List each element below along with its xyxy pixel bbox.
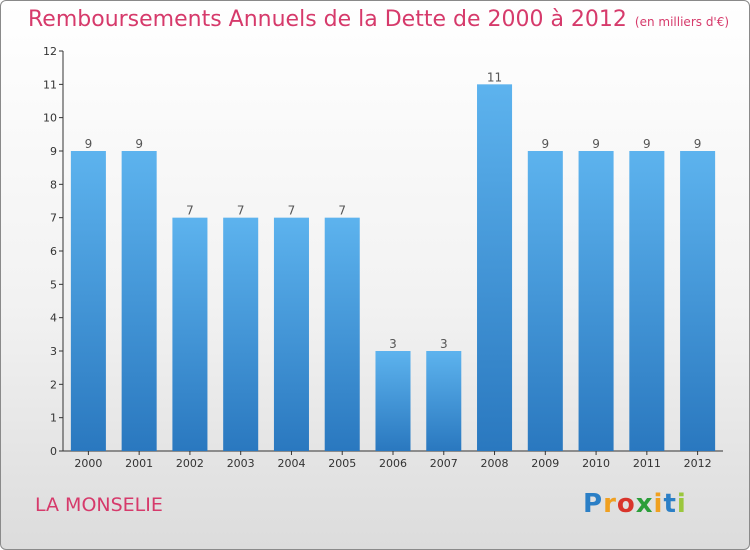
data-label: 3 xyxy=(389,337,397,351)
chart-title: Remboursements Annuels de la Dette de 20… xyxy=(28,7,730,32)
bar xyxy=(324,217,360,451)
proxiti-logo: Proxiti xyxy=(583,489,687,519)
x-tick-label: 2002 xyxy=(176,457,204,470)
data-label: 7 xyxy=(288,204,296,218)
y-tick-label: 9 xyxy=(50,145,57,158)
data-label: 7 xyxy=(338,204,346,218)
x-tick-label: 2006 xyxy=(379,457,407,470)
x-tick-label: 2012 xyxy=(684,457,712,470)
y-tick-label: 4 xyxy=(50,312,57,325)
x-tick-label: 2000 xyxy=(74,457,102,470)
y-tick-label: 11 xyxy=(43,78,57,91)
data-label: 9 xyxy=(643,137,651,151)
bar xyxy=(629,151,665,451)
y-tick-label: 1 xyxy=(50,412,57,425)
data-label: 3 xyxy=(440,337,448,351)
data-label: 11 xyxy=(487,70,502,84)
x-tick-label: 2008 xyxy=(481,457,509,470)
bar xyxy=(477,84,513,451)
bar xyxy=(680,151,716,451)
x-tick-label: 2001 xyxy=(125,457,153,470)
x-tick-label: 2003 xyxy=(227,457,255,470)
bar xyxy=(172,217,208,451)
data-label: 7 xyxy=(186,204,194,218)
y-tick-label: 6 xyxy=(50,245,57,258)
bar xyxy=(223,217,259,451)
unit-label: (en milliers d'€) xyxy=(634,15,730,29)
data-label: 9 xyxy=(592,137,600,151)
y-tick-label: 8 xyxy=(50,178,57,191)
data-label: 9 xyxy=(694,137,702,151)
y-tick-label: 0 xyxy=(50,445,57,458)
bar xyxy=(527,151,563,451)
data-label: 9 xyxy=(85,137,93,151)
bar xyxy=(273,217,309,451)
x-tick-label: 2009 xyxy=(531,457,559,470)
y-tick-label: 5 xyxy=(50,278,57,291)
bar xyxy=(426,351,462,451)
y-tick-label: 2 xyxy=(50,378,57,391)
x-tick-label: 2007 xyxy=(430,457,458,470)
data-label: 9 xyxy=(135,137,143,151)
y-tick-label: 7 xyxy=(50,212,57,225)
x-tick-label: 2005 xyxy=(328,457,356,470)
x-tick-label: 2004 xyxy=(277,457,305,470)
bar xyxy=(70,151,106,451)
bar xyxy=(375,351,411,451)
x-tick-label: 2011 xyxy=(633,457,661,470)
y-tick-label: 12 xyxy=(43,45,57,58)
data-label: 7 xyxy=(237,204,245,218)
y-tick-label: 3 xyxy=(50,345,57,358)
bar xyxy=(121,151,157,451)
x-tick-label: 2010 xyxy=(582,457,610,470)
data-label: 9 xyxy=(541,137,549,151)
place-name: LA MONSELIE xyxy=(35,494,163,516)
y-tick-label: 10 xyxy=(43,112,57,125)
bar xyxy=(578,151,614,451)
